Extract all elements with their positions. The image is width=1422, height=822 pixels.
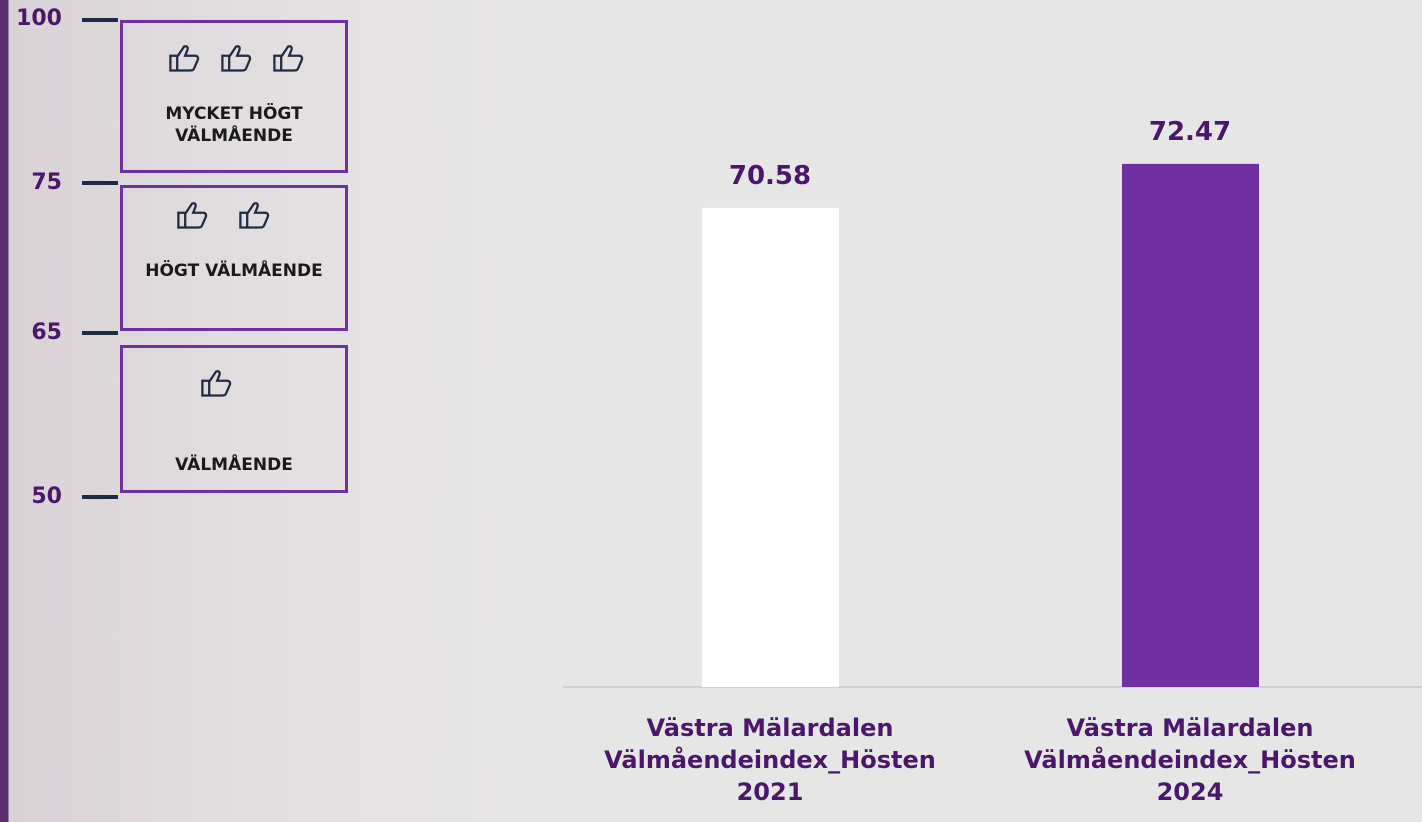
bar <box>1122 164 1259 687</box>
value-label: 72.47 <box>1149 117 1231 147</box>
value-label: 70.58 <box>729 161 811 191</box>
x-tick-label: Västra Mälardalen Välmåendeindex_Hösten … <box>990 712 1390 808</box>
scale-tick: 65 <box>0 320 62 345</box>
bar <box>702 208 839 687</box>
thumbs <box>175 198 285 232</box>
scale-dash <box>82 495 118 499</box>
band-box: VÄLMÅENDE <box>120 345 348 493</box>
scale-tick: 50 <box>0 484 62 509</box>
page: 70.58 72.47 100 75 65 50 MYCKET HÖGT VÄLM… <box>0 0 1422 822</box>
scale-tick: 100 <box>0 6 62 31</box>
band-label: MYCKET HÖGT VÄLMÅENDE <box>139 103 329 147</box>
band-box: MYCKET HÖGT VÄLMÅENDE <box>120 20 348 173</box>
scale-dash <box>82 18 118 22</box>
scale-dash <box>82 181 118 185</box>
band-label: VÄLMÅENDE <box>139 454 329 476</box>
band-box: HÖGT VÄLMÅENDE <box>120 185 348 331</box>
scale-dash <box>82 331 118 335</box>
x-tick-label: Västra Mälardalen Välmåendeindex_Hösten … <box>570 712 970 808</box>
thumbs <box>199 366 239 400</box>
band-label: HÖGT VÄLMÅENDE <box>139 260 329 282</box>
thumbs <box>167 41 307 75</box>
scale-tick: 75 <box>0 170 62 195</box>
